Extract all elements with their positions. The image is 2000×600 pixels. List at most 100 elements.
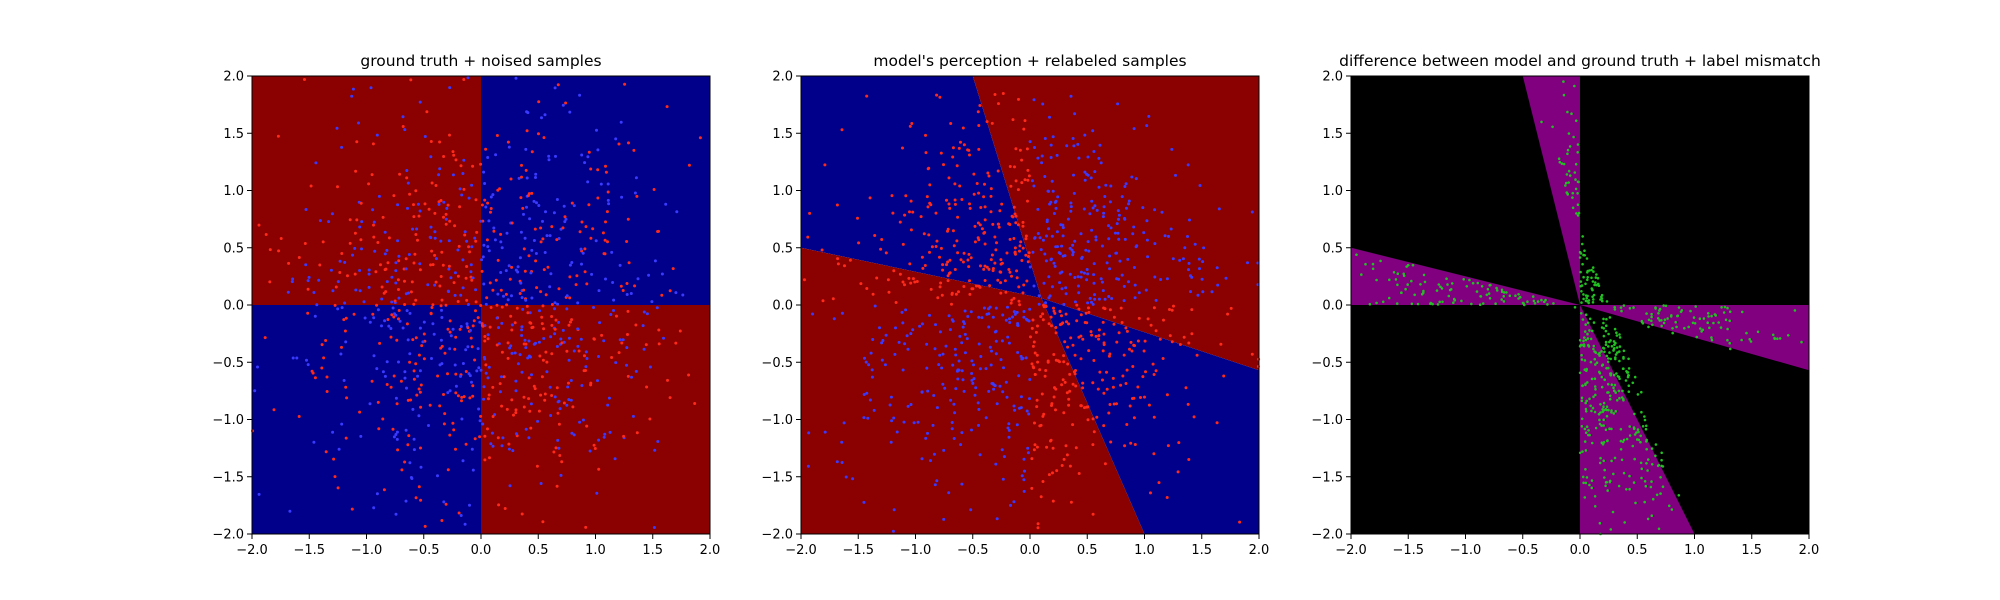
- sample-point: [1024, 234, 1028, 238]
- sample-point: [1119, 383, 1123, 387]
- sample-point: [350, 507, 354, 511]
- sample-point: [379, 263, 382, 267]
- sample-point: [1021, 220, 1025, 224]
- sample-point: [529, 271, 533, 275]
- sample-point: [417, 485, 421, 489]
- sample-point: [537, 132, 540, 136]
- sample-point: [912, 421, 916, 425]
- sample-point: [522, 288, 526, 292]
- sample-point: [554, 318, 558, 322]
- sample-point: [401, 125, 405, 128]
- sample-point: [1588, 317, 1592, 321]
- sample-point: [525, 129, 529, 133]
- sample-point: [1146, 255, 1150, 259]
- sample-point: [498, 390, 502, 394]
- sample-point: [1583, 336, 1586, 339]
- sample-point: [429, 263, 433, 267]
- sample-point: [1575, 119, 1578, 122]
- sample-point: [446, 289, 450, 293]
- sample-point: [409, 398, 413, 402]
- sample-point: [1593, 377, 1597, 381]
- sample-point: [1036, 207, 1040, 211]
- sample-point: [892, 508, 896, 512]
- sample-point: [937, 363, 941, 367]
- sample-point: [635, 194, 639, 198]
- sample-point: [521, 206, 525, 210]
- sample-point: [963, 332, 967, 336]
- sample-point: [665, 105, 669, 109]
- sample-point: [1546, 303, 1549, 306]
- sample-point: [1575, 212, 1578, 215]
- sample-point: [392, 194, 396, 198]
- sample-point: [453, 363, 457, 367]
- sample-point: [456, 394, 460, 398]
- sample-point: [376, 241, 380, 244]
- sample-point: [1627, 367, 1631, 370]
- sample-point: [1650, 319, 1653, 323]
- sample-point: [1475, 290, 1479, 293]
- sample-point: [1021, 246, 1025, 250]
- sample-point: [1651, 497, 1655, 501]
- sample-point: [1602, 327, 1606, 330]
- sample-point: [446, 203, 450, 207]
- x-tick-label: −0.5: [957, 543, 989, 558]
- sample-point: [1728, 341, 1731, 345]
- sample-point: [580, 153, 584, 157]
- sample-point: [528, 409, 532, 413]
- sample-point: [1013, 251, 1017, 255]
- sample-point: [440, 344, 444, 348]
- sample-point: [391, 306, 395, 310]
- sample-point: [357, 121, 360, 125]
- sample-point: [454, 335, 458, 339]
- sample-point: [1145, 124, 1149, 128]
- x-tick-label: 0.5: [1077, 543, 1098, 558]
- sample-point: [412, 369, 416, 373]
- sample-point: [656, 440, 660, 443]
- sample-point: [546, 265, 550, 269]
- sample-point: [1683, 326, 1686, 330]
- sample-point: [1143, 395, 1146, 399]
- sample-point: [444, 217, 448, 221]
- sample-point: [1660, 324, 1663, 328]
- sample-point: [1103, 462, 1107, 466]
- sample-point: [470, 447, 474, 451]
- sample-point: [499, 240, 503, 244]
- sample-point: [479, 368, 483, 372]
- sample-point: [977, 315, 981, 319]
- sample-point: [1605, 324, 1608, 328]
- sample-point: [999, 270, 1003, 274]
- sample-point: [369, 86, 373, 90]
- sample-point: [939, 281, 943, 285]
- sample-point: [1101, 349, 1105, 353]
- sample-point: [1645, 438, 1648, 442]
- sample-point: [597, 355, 600, 358]
- sample-point: [1644, 484, 1648, 488]
- sample-point: [1419, 283, 1422, 286]
- sample-point: [621, 289, 625, 292]
- sample-point: [506, 341, 510, 345]
- sample-point: [494, 153, 498, 157]
- sample-point: [962, 251, 966, 255]
- sample-point: [1740, 338, 1743, 342]
- sample-point: [1127, 202, 1130, 206]
- sample-point: [865, 391, 869, 395]
- sample-point: [514, 76, 518, 80]
- sample-point: [387, 236, 391, 240]
- sample-point: [386, 318, 390, 321]
- sample-point: [1800, 340, 1803, 344]
- sample-point: [534, 252, 538, 255]
- sample-point: [1052, 395, 1056, 399]
- sample-point: [1084, 311, 1088, 315]
- sample-point: [660, 293, 664, 297]
- sample-point: [489, 442, 493, 446]
- sample-point: [1657, 312, 1660, 315]
- sample-point: [1586, 276, 1589, 279]
- sample-point: [1081, 381, 1085, 385]
- sample-point: [1069, 336, 1073, 340]
- sample-point: [1593, 505, 1597, 508]
- sample-point: [1453, 299, 1457, 302]
- sample-point: [338, 271, 342, 274]
- sample-point: [1605, 405, 1609, 409]
- sample-point: [574, 283, 578, 287]
- x-tick-label: −2.0: [785, 543, 817, 558]
